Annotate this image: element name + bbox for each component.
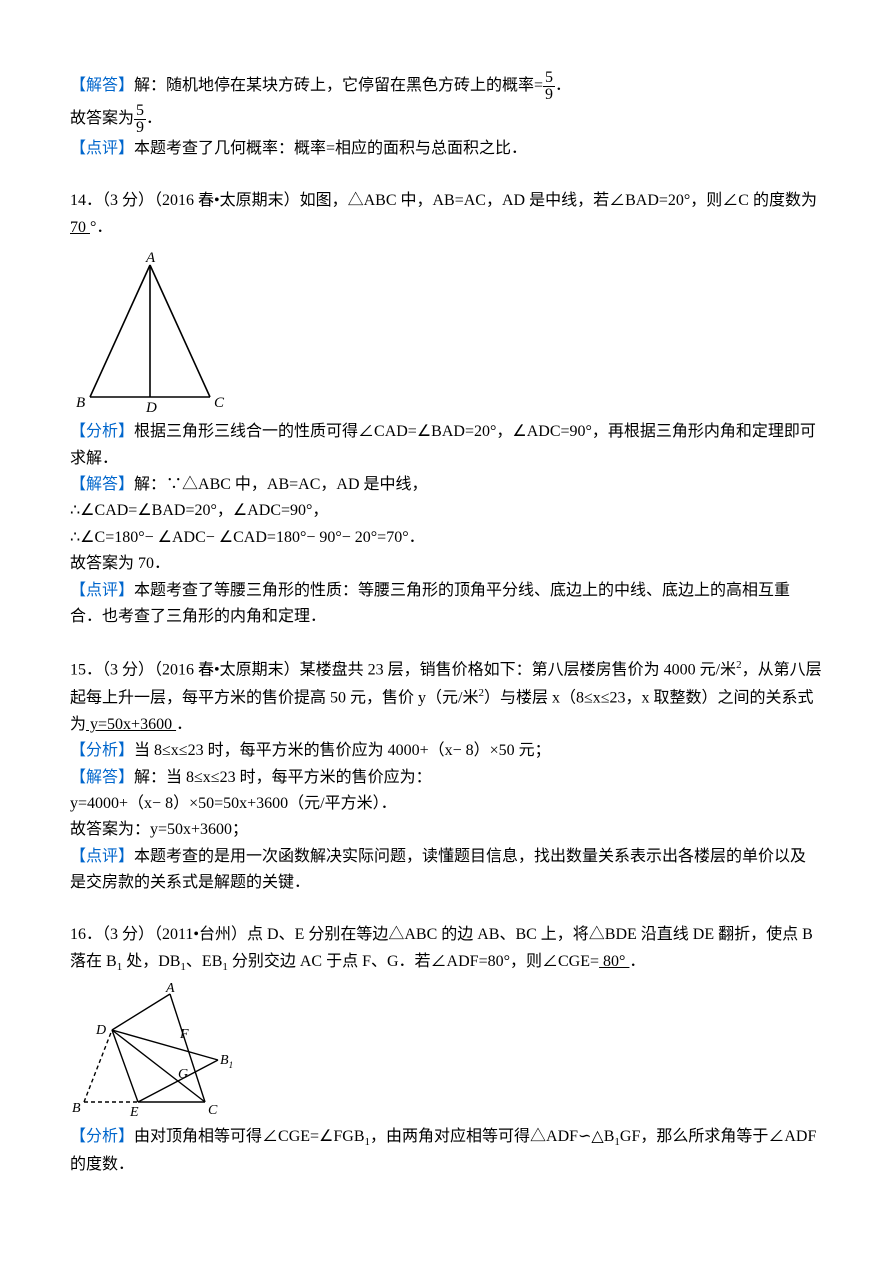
text: ． [629, 953, 645, 970]
q16-fenxi: 【分析】由对顶角相等可得∠CGE=∠FGB1，由两角对应相等可得△ADF∽△B1… [70, 1124, 822, 1178]
jieda-label: 【解答】 [70, 77, 134, 94]
fraction: 59 [134, 103, 146, 136]
blank-answer: 70 [70, 219, 90, 236]
text: 故答案为 [70, 110, 134, 127]
text: 15．（3 分）（2016 春•太原期末）某楼盘共 23 层，销售价格如下：第八… [70, 662, 736, 679]
text: 当 8≤x≤23 时，每平方米的售价应为 4000+（x− 8）×50 元； [134, 742, 551, 759]
text: 14．（3 分）（2016 春•太原期末）如图，△ABC 中，AB=AC，AD … [70, 192, 817, 209]
svg-text:C: C [214, 395, 225, 411]
text: ． [555, 77, 571, 94]
text: ． [146, 110, 162, 127]
q16-figure-fold: A B C D E F G B1 [70, 982, 240, 1122]
text: 解：随机地停在某块方砖上，它停留在黑色方砖上的概率= [134, 77, 543, 94]
text: 解：∵△ABC 中，AB=AC，AD 是中线， [134, 476, 428, 493]
q14-jieda-line: ∴∠C=180°− ∠ADC− ∠CAD=180°− 90°− 20°=70°． [70, 525, 822, 551]
q14-jieda-line: 【解答】解：∵△ABC 中，AB=AC，AD 是中线， [70, 472, 822, 498]
fraction: 59 [543, 70, 555, 103]
text: ，由两角对应相等可得△ADF∽△B [370, 1128, 614, 1145]
svg-text:E: E [129, 1105, 139, 1120]
q14-figure-triangle: A B C D [70, 247, 225, 417]
q14-dianping: 【点评】本题考查了等腰三角形的性质：等腰三角形的顶角平分线、底边上的中线、底边上… [70, 578, 822, 631]
spacer [70, 630, 822, 656]
q14-jieda-line: 故答案为 70． [70, 551, 822, 577]
spacer [70, 162, 822, 188]
q15-jieda-line: 故答案为：y=50x+3600； [70, 817, 822, 843]
q15-dianping: 【点评】本题考查的是用一次函数解决实际问题，读懂题目信息，找出数量关系表示出各楼… [70, 844, 822, 897]
q14-stem: 14．（3 分）（2016 春•太原期末）如图，△ABC 中，AB=AC，AD … [70, 188, 822, 241]
fenxi-label: 【分析】 [70, 423, 134, 440]
q15-jieda-line: 【解答】解：当 8≤x≤23 时，每平方米的售价应为： [70, 765, 822, 791]
fenxi-label: 【分析】 [70, 742, 134, 759]
text: 处，DB [122, 953, 180, 970]
q14-jieda-line: ∴∠CAD=∠BAD=20°，∠ADC=90°， [70, 498, 822, 524]
svg-text:B: B [76, 395, 85, 411]
text: °． [90, 219, 112, 236]
blank-answer: 80° [599, 953, 629, 970]
text: 分别交边 AC 于点 F、G．若∠ADF=80°，则∠CGE= [228, 953, 599, 970]
svg-text:A: A [165, 982, 175, 996]
text: 本题考查了等腰三角形的性质：等腰三角形的顶角平分线、底边上的中线、底边上的高相互… [70, 582, 790, 625]
text: ． [176, 716, 192, 733]
q15-jieda-line: y=4000+（x− 8）×50=50x+3600（元/平方米）． [70, 791, 822, 817]
svg-text:A: A [145, 250, 156, 266]
text: 由对顶角相等可得∠CGE=∠FGB [134, 1128, 365, 1145]
document-page: 【解答】解：随机地停在某块方砖上，它停留在黑色方砖上的概率=59． 故答案为59… [0, 0, 892, 1218]
jieda-label: 【解答】 [70, 769, 134, 786]
dianping-label: 【点评】 [70, 582, 134, 599]
text: 解：当 8≤x≤23 时，每平方米的售价应为： [134, 769, 432, 786]
q15-stem: 15．（3 分）（2016 春•太原期末）某楼盘共 23 层，销售价格如下：第八… [70, 656, 822, 738]
text: 本题考查了几何概率：概率=相应的面积与总面积之比． [134, 140, 527, 157]
svg-text:D: D [145, 400, 157, 416]
q16-stem: 16．（3 分）（2011•台州）点 D、E 分别在等边△ABC 的边 AB、B… [70, 922, 822, 976]
q15-fenxi: 【分析】当 8≤x≤23 时，每平方米的售价应为 4000+（x− 8）×50 … [70, 738, 822, 764]
text: 根据三角形三线合一的性质可得∠CAD=∠BAD=20°，∠ADC=90°，再根据… [70, 423, 816, 466]
svg-text:D: D [95, 1023, 106, 1038]
svg-text:B1: B1 [220, 1053, 233, 1070]
blank-answer: y=50x+3600 [86, 716, 176, 733]
svg-text:C: C [208, 1103, 218, 1118]
jieda-label: 【解答】 [70, 476, 134, 493]
dianping-label: 【点评】 [70, 140, 134, 157]
spacer [70, 896, 822, 922]
fenxi-label: 【分析】 [70, 1128, 134, 1145]
q13-jieda: 【解答】解：随机地停在某块方砖上，它停留在黑色方砖上的概率=59． [70, 70, 822, 103]
dianping-label: 【点评】 [70, 848, 134, 865]
text: 、EB [186, 953, 222, 970]
q14-fenxi: 【分析】根据三角形三线合一的性质可得∠CAD=∠BAD=20°，∠ADC=90°… [70, 419, 822, 472]
q13-dianping: 【点评】本题考查了几何概率：概率=相应的面积与总面积之比． [70, 136, 822, 162]
q13-answer: 故答案为59． [70, 103, 822, 136]
text: 本题考查的是用一次函数解决实际问题，读懂题目信息，找出数量关系表示出各楼层的单价… [70, 848, 806, 891]
svg-text:F: F [179, 1027, 189, 1042]
svg-text:B: B [72, 1101, 81, 1116]
svg-text:G: G [178, 1067, 188, 1082]
